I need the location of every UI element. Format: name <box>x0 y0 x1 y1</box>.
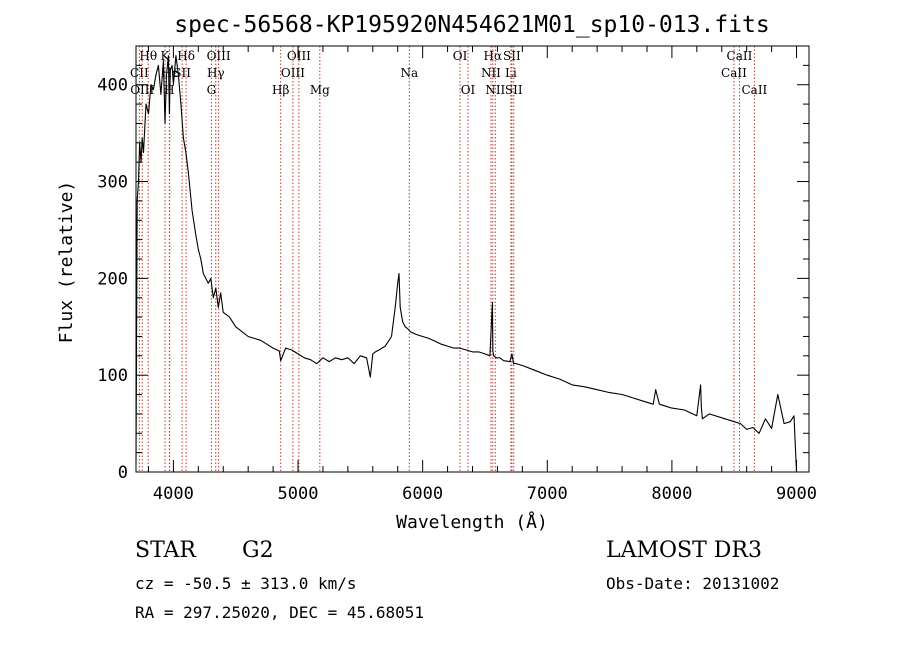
chart-title: spec-56568-KP195920N454621M01_sp10-013.f… <box>174 12 769 38</box>
y-tick-label-2: 200 <box>97 269 128 289</box>
marker-label-13: OIII <box>281 66 305 80</box>
marker-label-12: OIII <box>287 49 311 63</box>
marker-label-5: SII <box>173 66 191 80</box>
x-tick-label-3: 7000 <box>527 484 568 504</box>
marker-label-17: OI <box>461 83 476 97</box>
marker-label-22: NII <box>485 83 505 97</box>
y-tick-label-1: 100 <box>97 366 128 386</box>
marker-label-26: CaII <box>741 83 767 97</box>
marker-label-25: CaII <box>721 66 747 80</box>
marker-label-1: CII <box>130 66 149 80</box>
observation-date: Obs-Date: 20131002 <box>606 574 780 593</box>
spectral-class: STAR <box>135 538 196 563</box>
plot-axes: 4000 5000 6000 7000 8000 9000 0 100 200 300 400 <box>97 45 817 504</box>
y-tick-label-0: 0 <box>118 463 128 483</box>
marker-label-11: Hβ <box>272 83 289 97</box>
marker-label-6: Hδ <box>177 49 195 63</box>
marker-label-0: Hθ <box>139 49 157 63</box>
marker-label-24: CaII <box>727 49 753 63</box>
x-tick-label-1: 5000 <box>278 484 319 504</box>
y-axis-label: Flux (relative) <box>56 181 77 344</box>
marker-label-15: Na <box>400 66 418 80</box>
series-line-flux <box>135 55 798 473</box>
spectral-subclass: G2 <box>242 538 274 563</box>
marker-label-21: Li <box>505 66 517 80</box>
marker-label-10: G <box>207 83 217 97</box>
marker-label-23: SII <box>505 83 523 97</box>
x-axis-label: Wavelength (Å) <box>396 511 548 533</box>
marker-label-20: NII <box>481 66 501 80</box>
coordinates-readout: RA = 297.25020, DEC = 45.68051 <box>135 603 424 622</box>
marker-label-8: OIII <box>207 49 231 63</box>
marker-label-18: Hα <box>484 49 503 63</box>
redshift-readout: cz = -50.5 ± 313.0 km/s <box>135 574 357 593</box>
y-tick-label-3: 300 <box>97 173 128 193</box>
marker-label-3: K <box>161 49 171 63</box>
x-tick-label-4: 8000 <box>651 484 692 504</box>
marker-label-16: OI <box>453 49 468 63</box>
x-tick-label-2: 6000 <box>402 484 443 504</box>
x-tick-label-5: 9000 <box>776 484 817 504</box>
plot-frame <box>135 45 810 473</box>
y-tick-label-4: 400 <box>97 76 128 96</box>
survey-name: LAMOST DR3 <box>606 538 762 563</box>
marker-label-19: SII <box>503 49 521 63</box>
x-tick-label-0: 4000 <box>153 484 194 504</box>
marker-label-14: Mg <box>310 83 330 97</box>
marker-label-9: Hγ <box>207 66 225 80</box>
spectrum-series <box>135 55 798 473</box>
